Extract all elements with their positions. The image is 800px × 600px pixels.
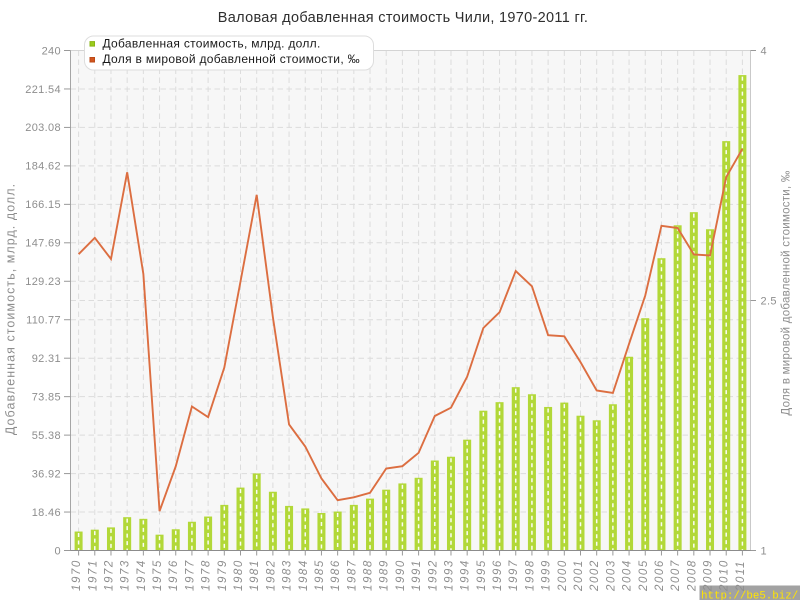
svg-text:1977: 1977 xyxy=(184,559,196,591)
svg-text:184.62: 184.62 xyxy=(25,161,61,173)
svg-text:55.38: 55.38 xyxy=(32,430,61,442)
svg-text:2006: 2006 xyxy=(654,559,666,592)
svg-text:1989: 1989 xyxy=(379,559,391,591)
svg-text:Добавленная стоимость, млрд. д: Добавленная стоимость, млрд. долл. xyxy=(103,36,321,50)
svg-text:1980: 1980 xyxy=(233,559,245,591)
svg-text:1981: 1981 xyxy=(249,559,261,591)
svg-text:1978: 1978 xyxy=(201,559,213,591)
svg-text:2002: 2002 xyxy=(589,559,601,592)
svg-text:2005: 2005 xyxy=(638,559,650,592)
svg-text:2010: 2010 xyxy=(719,559,731,592)
svg-text:1: 1 xyxy=(761,545,767,557)
svg-text:203.08: 203.08 xyxy=(25,122,61,134)
svg-text:1972: 1972 xyxy=(103,559,115,591)
svg-text:1979: 1979 xyxy=(217,559,229,591)
svg-text:92.31: 92.31 xyxy=(32,353,61,365)
svg-text:1993: 1993 xyxy=(443,559,455,591)
svg-text:129.23: 129.23 xyxy=(25,276,61,288)
svg-text:Доля в мировой добавленной сто: Доля в мировой добавленной стоимости, ‰ xyxy=(103,52,360,66)
svg-text:1971: 1971 xyxy=(87,559,99,591)
svg-text:1998: 1998 xyxy=(524,559,536,591)
svg-text:1973: 1973 xyxy=(120,559,132,591)
svg-text:1996: 1996 xyxy=(492,559,504,591)
svg-text:1988: 1988 xyxy=(363,559,375,591)
svg-text:1982: 1982 xyxy=(265,559,277,591)
svg-text:1995: 1995 xyxy=(476,559,488,591)
svg-text:18.46: 18.46 xyxy=(32,507,61,519)
svg-text:2011: 2011 xyxy=(735,560,747,592)
svg-text:Валовая добавленная стоимость: Валовая добавленная стоимость Чили, 1970… xyxy=(218,10,588,26)
svg-text:2003: 2003 xyxy=(605,559,617,592)
svg-text:2000: 2000 xyxy=(557,559,569,592)
svg-text:240: 240 xyxy=(42,45,61,57)
svg-text:1997: 1997 xyxy=(508,559,520,591)
svg-text:2009: 2009 xyxy=(703,559,715,592)
svg-text:http://be5.biz/: http://be5.biz/ xyxy=(701,590,798,600)
svg-text:2004: 2004 xyxy=(622,559,634,592)
svg-text:221.54: 221.54 xyxy=(25,84,61,96)
svg-text:1974: 1974 xyxy=(136,559,148,591)
svg-text:36.92: 36.92 xyxy=(32,468,61,480)
svg-text:2008: 2008 xyxy=(686,559,698,592)
svg-text:166.15: 166.15 xyxy=(25,199,61,211)
svg-text:1985: 1985 xyxy=(314,559,326,591)
svg-text:1986: 1986 xyxy=(330,559,342,591)
svg-text:147.69: 147.69 xyxy=(25,238,61,250)
svg-text:1987: 1987 xyxy=(346,559,358,591)
svg-text:1990: 1990 xyxy=(395,559,407,591)
svg-text:110.77: 110.77 xyxy=(26,315,61,327)
svg-text:Доля в мировой добавленной сто: Доля в мировой добавленной стоимости, ‰ xyxy=(781,170,793,415)
svg-text:1975: 1975 xyxy=(152,559,164,591)
svg-text:1994: 1994 xyxy=(460,559,472,591)
svg-text:2.5: 2.5 xyxy=(761,295,777,307)
svg-text:73.85: 73.85 xyxy=(32,391,61,403)
svg-text:2007: 2007 xyxy=(670,559,682,592)
svg-text:0: 0 xyxy=(55,545,61,557)
svg-text:2001: 2001 xyxy=(573,559,585,592)
svg-text:1984: 1984 xyxy=(298,559,310,591)
svg-text:1970: 1970 xyxy=(71,559,83,591)
svg-text:Добавленная стоимость, млрд. д: Добавленная стоимость, млрд. долл. xyxy=(4,183,18,435)
svg-text:1999: 1999 xyxy=(541,559,553,591)
svg-text:1991: 1991 xyxy=(411,559,423,591)
svg-text:1976: 1976 xyxy=(168,559,180,591)
svg-text:1992: 1992 xyxy=(427,559,439,591)
svg-text:1983: 1983 xyxy=(282,559,294,591)
svg-text:4: 4 xyxy=(761,45,767,57)
